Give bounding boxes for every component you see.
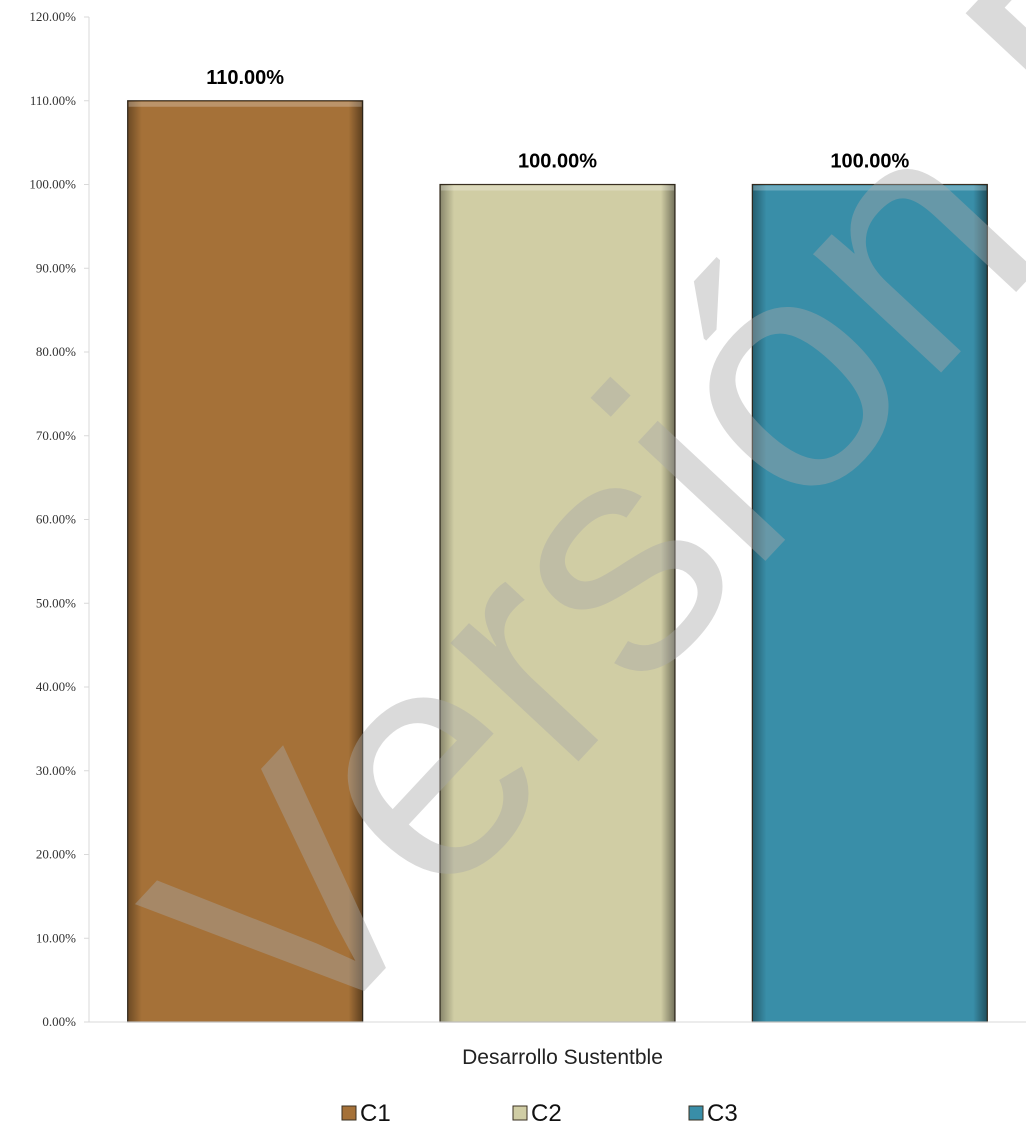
y-tick-label: 70.00% — [36, 428, 76, 443]
y-tick-label: 0.00% — [42, 1014, 76, 1029]
data-label-c3: 100.00% — [830, 151, 909, 173]
legend: C1 C2 C3 — [341, 1100, 738, 1127]
legend-item-c2: C2 — [512, 1100, 562, 1127]
data-label-c2: 100.00% — [518, 151, 597, 173]
legend-swatch — [512, 1105, 528, 1121]
legend-item-c3: C3 — [688, 1100, 738, 1127]
bars — [127, 100, 988, 1023]
bar-highlight — [753, 185, 987, 191]
y-tick-label: 50.00% — [36, 595, 76, 610]
bar-shade — [752, 184, 988, 1022]
bar-shade — [440, 184, 675, 1022]
y-tick-label: 90.00% — [36, 260, 76, 275]
bar-c2 — [439, 183, 676, 1023]
legend-item-c1: C1 — [341, 1100, 391, 1127]
y-tick-label: 10.00% — [36, 930, 76, 945]
bar-highlight — [441, 185, 674, 191]
bar-highlight — [128, 101, 362, 107]
legend-swatch — [341, 1105, 357, 1121]
y-axis: 0.00% 10.00% 20.00% 30.00% 40.00% 50.00% 60.00… — [29, 9, 90, 1029]
legend-label: C3 — [707, 1100, 738, 1127]
bar-shade — [127, 100, 363, 1022]
bar-c3 — [751, 183, 988, 1023]
y-tick-label: 80.00% — [36, 344, 76, 359]
y-tick-label: 30.00% — [36, 763, 76, 778]
y-tick-label: 100.00% — [29, 177, 76, 192]
legend-label: C1 — [360, 1100, 391, 1127]
y-tick-label: 110.00% — [30, 93, 76, 108]
data-label-c1: 110.00% — [206, 67, 284, 89]
legend-swatch — [688, 1105, 704, 1121]
bar-c1 — [127, 100, 364, 1023]
y-tick-label: 40.00% — [36, 679, 76, 694]
x-axis: Desarrollo Sustentble — [89, 1021, 1026, 1069]
y-tick-label: 120.00% — [29, 9, 76, 24]
data-labels: 110.00% 100.00% 100.00% — [206, 67, 909, 173]
x-category-label: Desarrollo Sustentble — [462, 1046, 663, 1069]
legend-label: C2 — [531, 1100, 562, 1127]
y-tick-label: 20.00% — [36, 847, 76, 862]
y-tick-label: 60.00% — [36, 512, 76, 527]
